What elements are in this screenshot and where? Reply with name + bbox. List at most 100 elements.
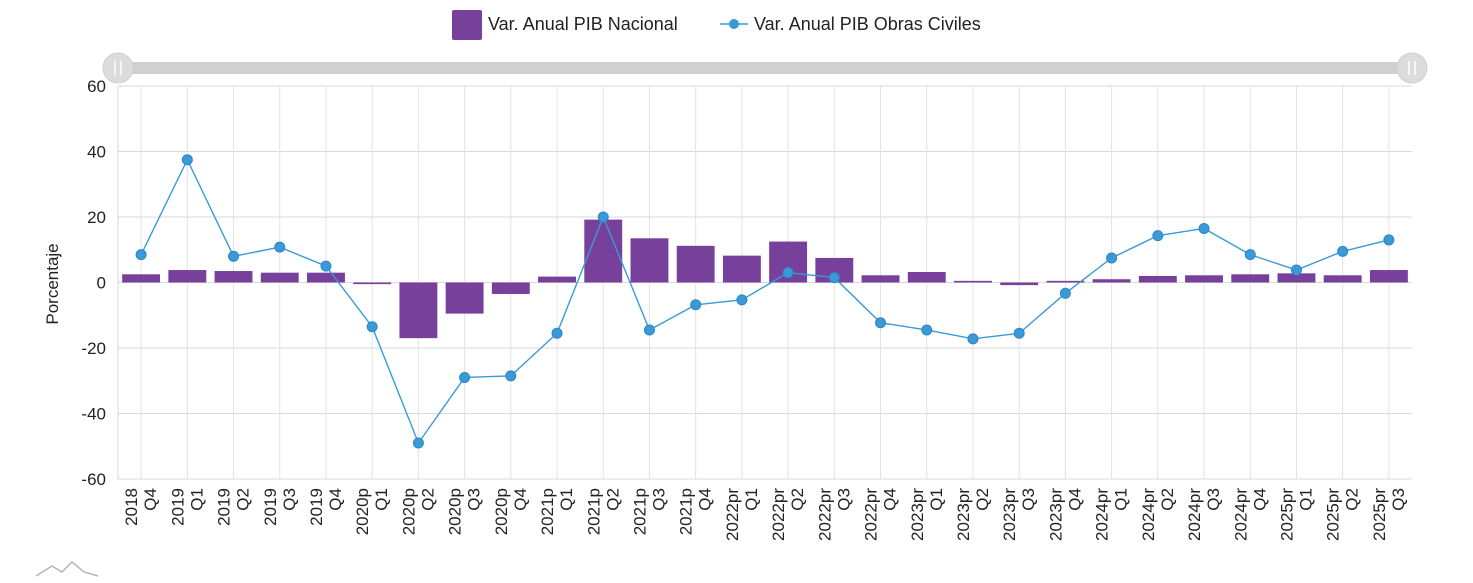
x-tick-label-quarter: Q4 <box>511 488 530 511</box>
x-tick-label-year: 2024pr <box>1139 488 1158 541</box>
bar[interactable] <box>954 280 992 283</box>
x-tick-label-quarter: Q4 <box>326 488 345 511</box>
x-tick-label-year: 2018 <box>122 488 141 526</box>
x-tick-label-year: 2023pr <box>908 488 927 541</box>
x-tick-label-year: 2019 <box>168 488 187 526</box>
x-tick-label-quarter: Q4 <box>1065 488 1084 511</box>
bar[interactable] <box>907 272 946 283</box>
x-tick-label-year: 2022pr <box>862 488 881 541</box>
zoom-slider[interactable] <box>102 52 1428 84</box>
x-tick-label-year: 2021p <box>677 488 696 535</box>
line-point[interactable] <box>597 211 609 223</box>
line-point[interactable] <box>505 370 517 382</box>
line-point[interactable] <box>181 154 193 166</box>
x-tick-label-year: 2022pr <box>723 488 742 541</box>
line-point[interactable] <box>1383 234 1395 246</box>
line-point[interactable] <box>1059 287 1071 299</box>
line-point[interactable] <box>366 321 378 333</box>
line-point[interactable] <box>967 333 979 345</box>
bar[interactable] <box>1000 282 1039 286</box>
bar[interactable] <box>1046 280 1085 283</box>
bar[interactable] <box>260 272 299 283</box>
x-tick-label-year: 2020p <box>492 488 511 535</box>
x-tick-label-quarter: Q4 <box>696 488 715 511</box>
bar[interactable] <box>1277 273 1316 283</box>
x-axis-ticks: 2018 Q4 2019 Q1 2019 Q2 2019 Q3 2019 Q4 2020p Q1 202… <box>122 488 1408 541</box>
line-point[interactable] <box>274 241 286 253</box>
mountain-logo-icon <box>35 560 99 577</box>
bar[interactable] <box>538 276 576 283</box>
x-tick-label-quarter: Q3 <box>465 488 484 511</box>
line-point[interactable] <box>412 437 424 449</box>
bar[interactable] <box>1138 275 1177 283</box>
bar[interactable] <box>491 282 530 294</box>
zoom-slider-right-handle[interactable] <box>1396 52 1428 84</box>
y-tick-label: 20 <box>87 208 106 227</box>
x-tick-label-quarter: Q1 <box>742 488 761 511</box>
line-point[interactable] <box>1106 252 1118 264</box>
bar[interactable] <box>445 282 484 314</box>
bar[interactable] <box>168 270 207 283</box>
zoom-slider-left-handle[interactable] <box>102 52 134 84</box>
x-tick-label-year: 2024pr <box>1093 488 1112 541</box>
line-point[interactable] <box>1013 327 1025 339</box>
line-point[interactable] <box>228 250 240 262</box>
line-series <box>135 154 1395 449</box>
bar[interactable] <box>1231 274 1270 283</box>
x-tick-label-year: 2023pr <box>1000 488 1019 541</box>
legend-swatch-marker <box>729 19 739 29</box>
bar[interactable] <box>722 255 761 283</box>
line-point[interactable] <box>690 299 702 311</box>
bar[interactable] <box>676 245 715 283</box>
x-tick-label-quarter: Q1 <box>557 488 576 511</box>
x-tick-label-year: 2020p <box>446 488 465 535</box>
line-point[interactable] <box>1152 230 1164 242</box>
bar[interactable] <box>1185 275 1223 283</box>
bar[interactable] <box>861 275 900 283</box>
x-tick-label-year: 2019 <box>307 488 326 526</box>
line-point[interactable] <box>1337 245 1349 257</box>
x-tick-label-year: 2021p <box>584 488 603 535</box>
x-tick-label-quarter: Q1 <box>927 488 946 511</box>
bar[interactable] <box>1092 279 1131 283</box>
x-tick-label-quarter: Q2 <box>603 488 622 511</box>
line-point[interactable] <box>551 327 563 339</box>
zoom-slider-track[interactable] <box>118 62 1412 74</box>
line-point[interactable] <box>1198 222 1210 234</box>
x-tick-label-year: 2021p <box>630 488 649 535</box>
bar[interactable] <box>1369 270 1408 283</box>
bar[interactable] <box>307 272 345 283</box>
bar[interactable] <box>399 282 438 339</box>
x-tick-label-quarter: Q4 <box>141 488 160 511</box>
x-tick-label-quarter: Q1 <box>372 488 391 511</box>
line-point[interactable] <box>921 324 933 336</box>
line-point[interactable] <box>320 260 332 272</box>
bar[interactable] <box>630 238 669 283</box>
bar[interactable] <box>353 282 392 285</box>
x-tick-label-quarter: Q3 <box>1204 488 1223 511</box>
x-tick-label-year: 2021p <box>538 488 557 535</box>
line-point[interactable] <box>135 249 147 261</box>
bar[interactable] <box>1323 275 1362 283</box>
x-tick-label-quarter: Q4 <box>881 488 900 511</box>
line-point[interactable] <box>1290 264 1302 276</box>
line-point[interactable] <box>828 272 840 284</box>
legend[interactable]: Var. Anual PIB Nacional Var. Anual PIB O… <box>452 10 981 40</box>
line-point[interactable] <box>459 371 471 383</box>
x-tick-label-year: 2020p <box>353 488 372 535</box>
y-tick-label: 40 <box>87 143 106 162</box>
x-tick-label-year: 2024pr <box>1231 488 1250 541</box>
line-point[interactable] <box>1244 249 1256 261</box>
line-point[interactable] <box>782 267 794 279</box>
bar[interactable] <box>122 274 161 283</box>
y-tick-label: 60 <box>87 77 106 96</box>
x-tick-label-year: 2025pr <box>1277 488 1296 541</box>
line-point[interactable] <box>736 294 748 306</box>
line-point[interactable] <box>875 317 887 329</box>
bar[interactable] <box>214 271 253 283</box>
bar[interactable] <box>584 219 623 283</box>
y-tick-label: -20 <box>81 339 106 358</box>
x-tick-label-year: 2023pr <box>954 488 973 541</box>
line-point[interactable] <box>643 324 655 336</box>
